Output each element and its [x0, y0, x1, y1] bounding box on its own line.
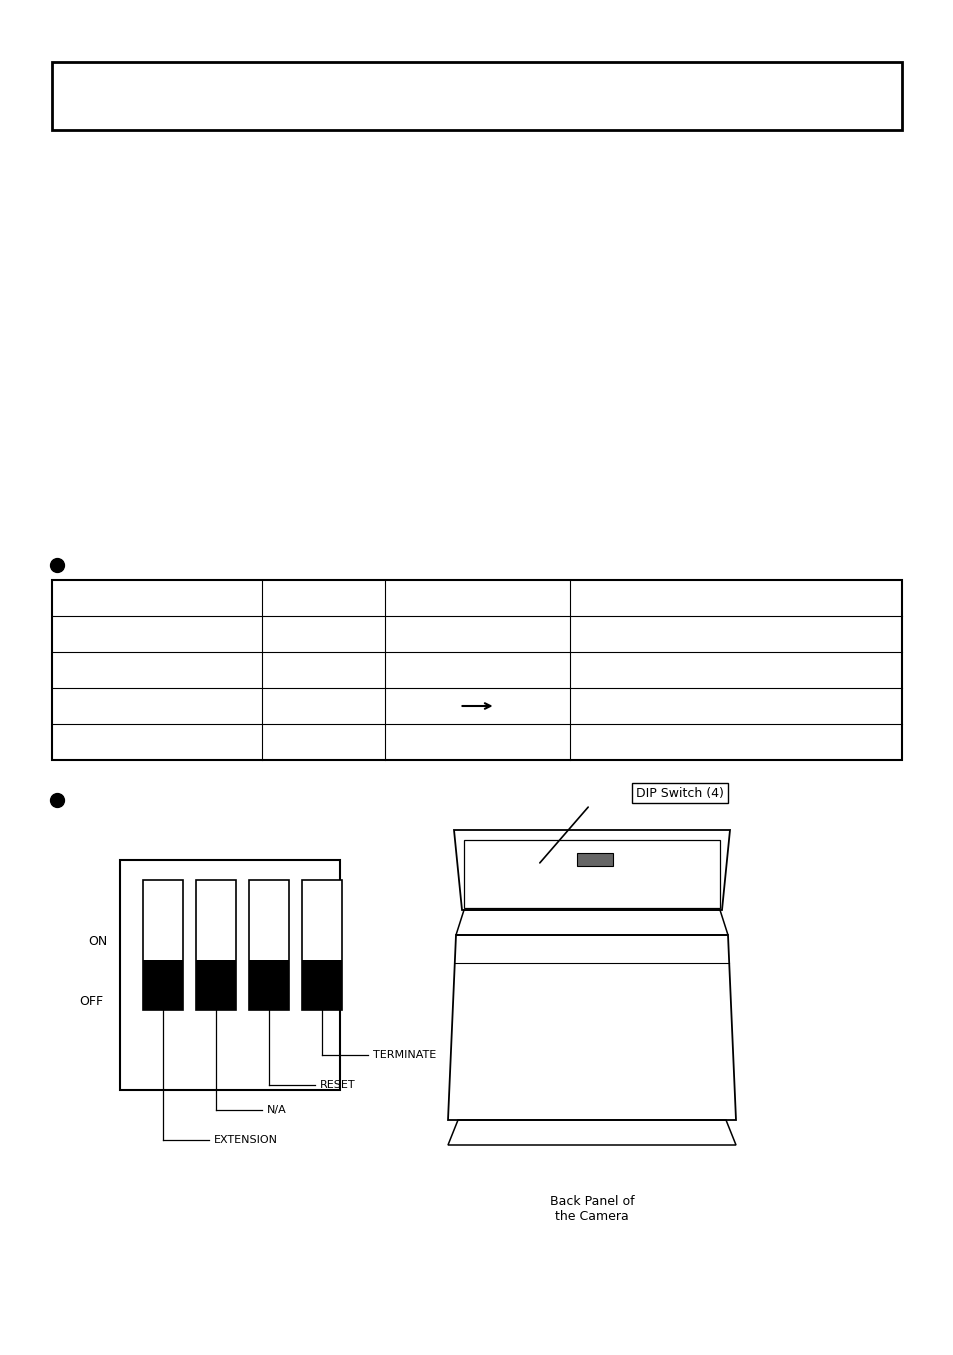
Bar: [120, 860, 339, 1089]
Bar: [195, 879, 235, 1009]
Bar: [195, 959, 235, 1009]
Text: TERMINATE: TERMINATE: [373, 1050, 436, 1060]
Bar: [52, 580, 901, 760]
Bar: [302, 879, 341, 1009]
Bar: [463, 840, 720, 908]
Bar: [302, 959, 341, 1009]
Text: Back Panel of
the Camera: Back Panel of the Camera: [549, 1195, 634, 1224]
Bar: [52, 62, 901, 130]
Text: ON: ON: [89, 935, 108, 948]
Bar: [249, 879, 289, 1009]
Bar: [577, 854, 613, 866]
Bar: [249, 959, 289, 1009]
Text: N/A: N/A: [267, 1104, 287, 1115]
Bar: [143, 959, 183, 1009]
Text: RESET: RESET: [319, 1080, 355, 1089]
Text: EXTENSION: EXTENSION: [213, 1135, 277, 1145]
Text: OFF: OFF: [79, 995, 103, 1008]
Text: DIP Switch (4): DIP Switch (4): [636, 786, 723, 799]
Bar: [143, 879, 183, 1009]
